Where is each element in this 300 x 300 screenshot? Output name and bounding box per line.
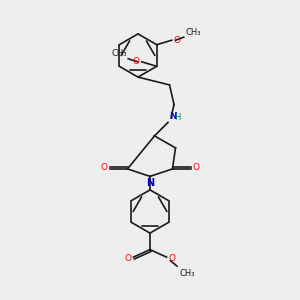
Text: CH₃: CH₃ [111, 49, 127, 58]
Text: O: O [133, 57, 140, 66]
Text: O: O [101, 164, 108, 172]
Text: O: O [173, 36, 181, 45]
Text: CH₃: CH₃ [180, 269, 196, 278]
Text: O: O [192, 164, 199, 172]
Text: O: O [124, 254, 131, 263]
Text: N: N [169, 112, 176, 122]
Text: H: H [174, 113, 180, 122]
Text: N: N [146, 178, 154, 188]
Text: CH₃: CH₃ [185, 28, 201, 37]
Text: O: O [169, 254, 176, 263]
